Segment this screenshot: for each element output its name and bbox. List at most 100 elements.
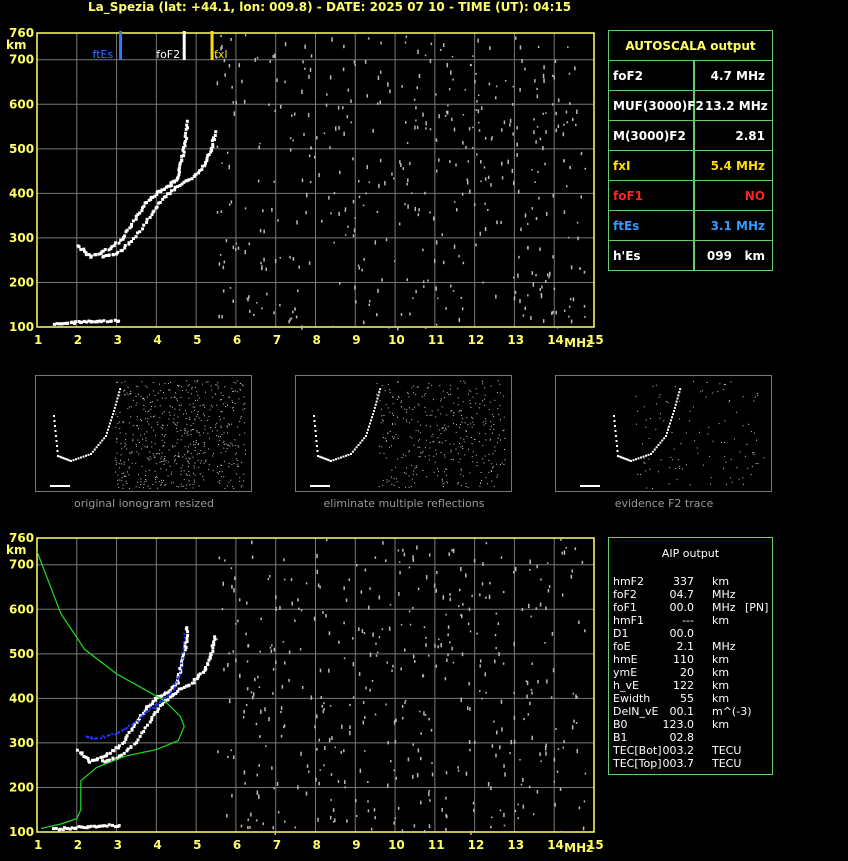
noise-dot	[276, 78, 278, 82]
thumb-noise	[404, 408, 406, 410]
o-trace-point	[178, 161, 182, 165]
noise-dot	[249, 826, 251, 829]
noise-dot	[295, 315, 298, 319]
noise-dot	[419, 710, 421, 713]
noise-dot	[220, 34, 222, 38]
noise-dot	[449, 641, 451, 644]
noise-dot	[227, 662, 229, 668]
aip-label: hmF2	[613, 575, 645, 588]
noise-dot	[369, 587, 371, 590]
noise-dot	[288, 320, 290, 324]
noise-dot	[292, 139, 294, 142]
thumb-noise	[187, 450, 189, 452]
thumb-noise	[228, 466, 230, 468]
noise-dot	[493, 659, 496, 664]
thumb-noise	[125, 475, 127, 477]
noise-dot	[420, 732, 422, 735]
thumb-trace	[361, 439, 364, 442]
x-trace-point	[211, 142, 215, 146]
thumb-trace	[314, 425, 316, 427]
thumb-noise	[408, 396, 410, 398]
aip-trace-point	[159, 700, 162, 703]
thumb-noise	[154, 415, 156, 417]
thumb-noise	[189, 483, 191, 485]
noise-dot	[524, 306, 526, 311]
thumb-trace	[677, 394, 680, 397]
thumb-noise	[117, 381, 119, 383]
noise-dot	[378, 595, 381, 600]
noise-dot	[476, 100, 478, 103]
thumb-noise	[725, 484, 727, 486]
noise-dot	[331, 736, 333, 741]
thumb-noise	[652, 487, 654, 489]
thumb-noise	[178, 456, 180, 458]
thumb-noise	[117, 474, 119, 476]
thumb-noise	[175, 392, 177, 394]
noise-dot	[222, 289, 225, 293]
thumb-noise	[482, 421, 484, 423]
noise-dot	[308, 154, 311, 158]
thumb-noise	[482, 458, 484, 460]
o-trace-point	[176, 175, 180, 179]
thumbnail-eliminate	[295, 375, 512, 492]
o-trace-point	[183, 644, 187, 648]
thumb-noise	[443, 430, 445, 432]
noise-dot	[418, 208, 420, 212]
noise-dot	[247, 298, 249, 302]
thumb-trace	[68, 459, 71, 462]
thumb-noise	[238, 446, 240, 448]
thumb-trace	[665, 435, 667, 437]
aip-trace-point	[181, 666, 184, 669]
thumb-noise	[191, 411, 193, 413]
x-trace-point	[136, 738, 140, 742]
noise-dot	[283, 725, 285, 729]
noise-dot	[388, 326, 390, 329]
thumb-noise	[205, 460, 207, 462]
noise-dot	[300, 609, 303, 612]
Es-trace-point	[111, 823, 115, 827]
thumb-noise	[440, 398, 442, 400]
o-trace-point	[164, 691, 168, 695]
thumb-noise	[207, 419, 209, 421]
thumb-noise	[385, 403, 387, 405]
thumb-noise	[186, 423, 188, 425]
thumb-noise	[127, 387, 129, 389]
noise-dot	[423, 285, 425, 288]
noise-dot	[300, 751, 302, 756]
noise-dot	[221, 162, 223, 164]
thumb-noise	[191, 429, 193, 431]
noise-dot	[503, 764, 505, 768]
aip-trace-point	[140, 715, 143, 718]
thumb-noise	[442, 390, 444, 392]
thumb-noise	[717, 391, 719, 393]
thumb-noise	[453, 443, 455, 445]
aip-label: D1	[613, 627, 629, 640]
thumb-noise	[419, 456, 421, 458]
noise-dot	[218, 262, 221, 266]
aip-extra: [PN]	[745, 601, 769, 614]
noise-dot	[484, 202, 486, 205]
thumb-noise	[228, 396, 230, 398]
noise-dot	[551, 631, 554, 636]
noise-dot	[417, 49, 419, 55]
noise-dot	[513, 276, 515, 279]
noise-dot	[407, 204, 409, 209]
noise-dot	[409, 623, 412, 626]
thumb-noise	[725, 461, 727, 463]
noise-dot	[510, 739, 513, 745]
thumb-noise	[196, 430, 198, 432]
thumb-noise	[385, 440, 387, 442]
thumb-noise	[437, 475, 439, 477]
noise-dot	[561, 593, 564, 597]
thumb-noise	[692, 380, 694, 382]
thumb-noise	[497, 474, 499, 476]
thumb-trace	[617, 455, 619, 457]
thumb-noise	[418, 404, 420, 406]
thumb-noise	[473, 424, 475, 426]
x-trace-point	[194, 172, 198, 176]
thumb-trace	[55, 435, 57, 437]
thumb-noise	[406, 421, 408, 423]
noise-dot	[372, 632, 374, 637]
noise-dot	[274, 109, 276, 113]
o-trace-point	[100, 250, 104, 254]
